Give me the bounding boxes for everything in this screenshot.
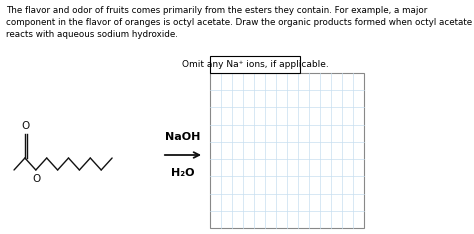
Text: The flavor and odor of fruits comes primarily from the esters they contain. For : The flavor and odor of fruits comes prim… [6, 6, 473, 39]
Bar [210, 73, 365, 228]
Text: Omit any Na⁺ ions, if applicable.: Omit any Na⁺ ions, if applicable. [182, 60, 328, 69]
Bar [210, 56, 300, 73]
Text: NaOH: NaOH [165, 132, 201, 142]
Text: O: O [22, 121, 30, 131]
Text: H₂O: H₂O [171, 168, 195, 178]
Text: O: O [32, 174, 41, 184]
